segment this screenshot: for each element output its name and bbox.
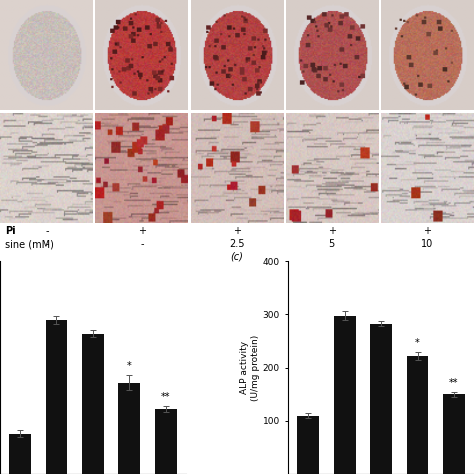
Text: -: - bbox=[46, 226, 49, 236]
Text: +: + bbox=[423, 226, 430, 236]
Bar bbox=[407, 356, 428, 474]
Text: +: + bbox=[233, 226, 241, 236]
Bar bbox=[443, 394, 465, 474]
Text: 2.5: 2.5 bbox=[229, 239, 245, 249]
Bar bbox=[9, 434, 31, 474]
Text: sine (mM): sine (mM) bbox=[5, 239, 54, 249]
Bar bbox=[155, 409, 177, 474]
Y-axis label: ALP activity
(U/mg protein): ALP activity (U/mg protein) bbox=[240, 335, 260, 401]
Text: *: * bbox=[415, 338, 420, 348]
Text: (c): (c) bbox=[230, 251, 244, 261]
Bar bbox=[82, 334, 104, 474]
Text: +: + bbox=[328, 226, 336, 236]
Text: +: + bbox=[138, 226, 146, 236]
Bar bbox=[46, 320, 67, 474]
Text: -: - bbox=[140, 239, 144, 249]
Text: Pi: Pi bbox=[5, 226, 15, 236]
Bar bbox=[118, 383, 140, 474]
Text: **: ** bbox=[161, 392, 171, 402]
Text: *: * bbox=[127, 361, 132, 371]
Bar bbox=[370, 324, 392, 474]
Text: 10: 10 bbox=[420, 239, 433, 249]
Text: -: - bbox=[46, 239, 49, 249]
Text: **: ** bbox=[449, 378, 459, 388]
Bar bbox=[334, 316, 356, 474]
Bar bbox=[297, 416, 319, 474]
Text: 5: 5 bbox=[328, 239, 335, 249]
